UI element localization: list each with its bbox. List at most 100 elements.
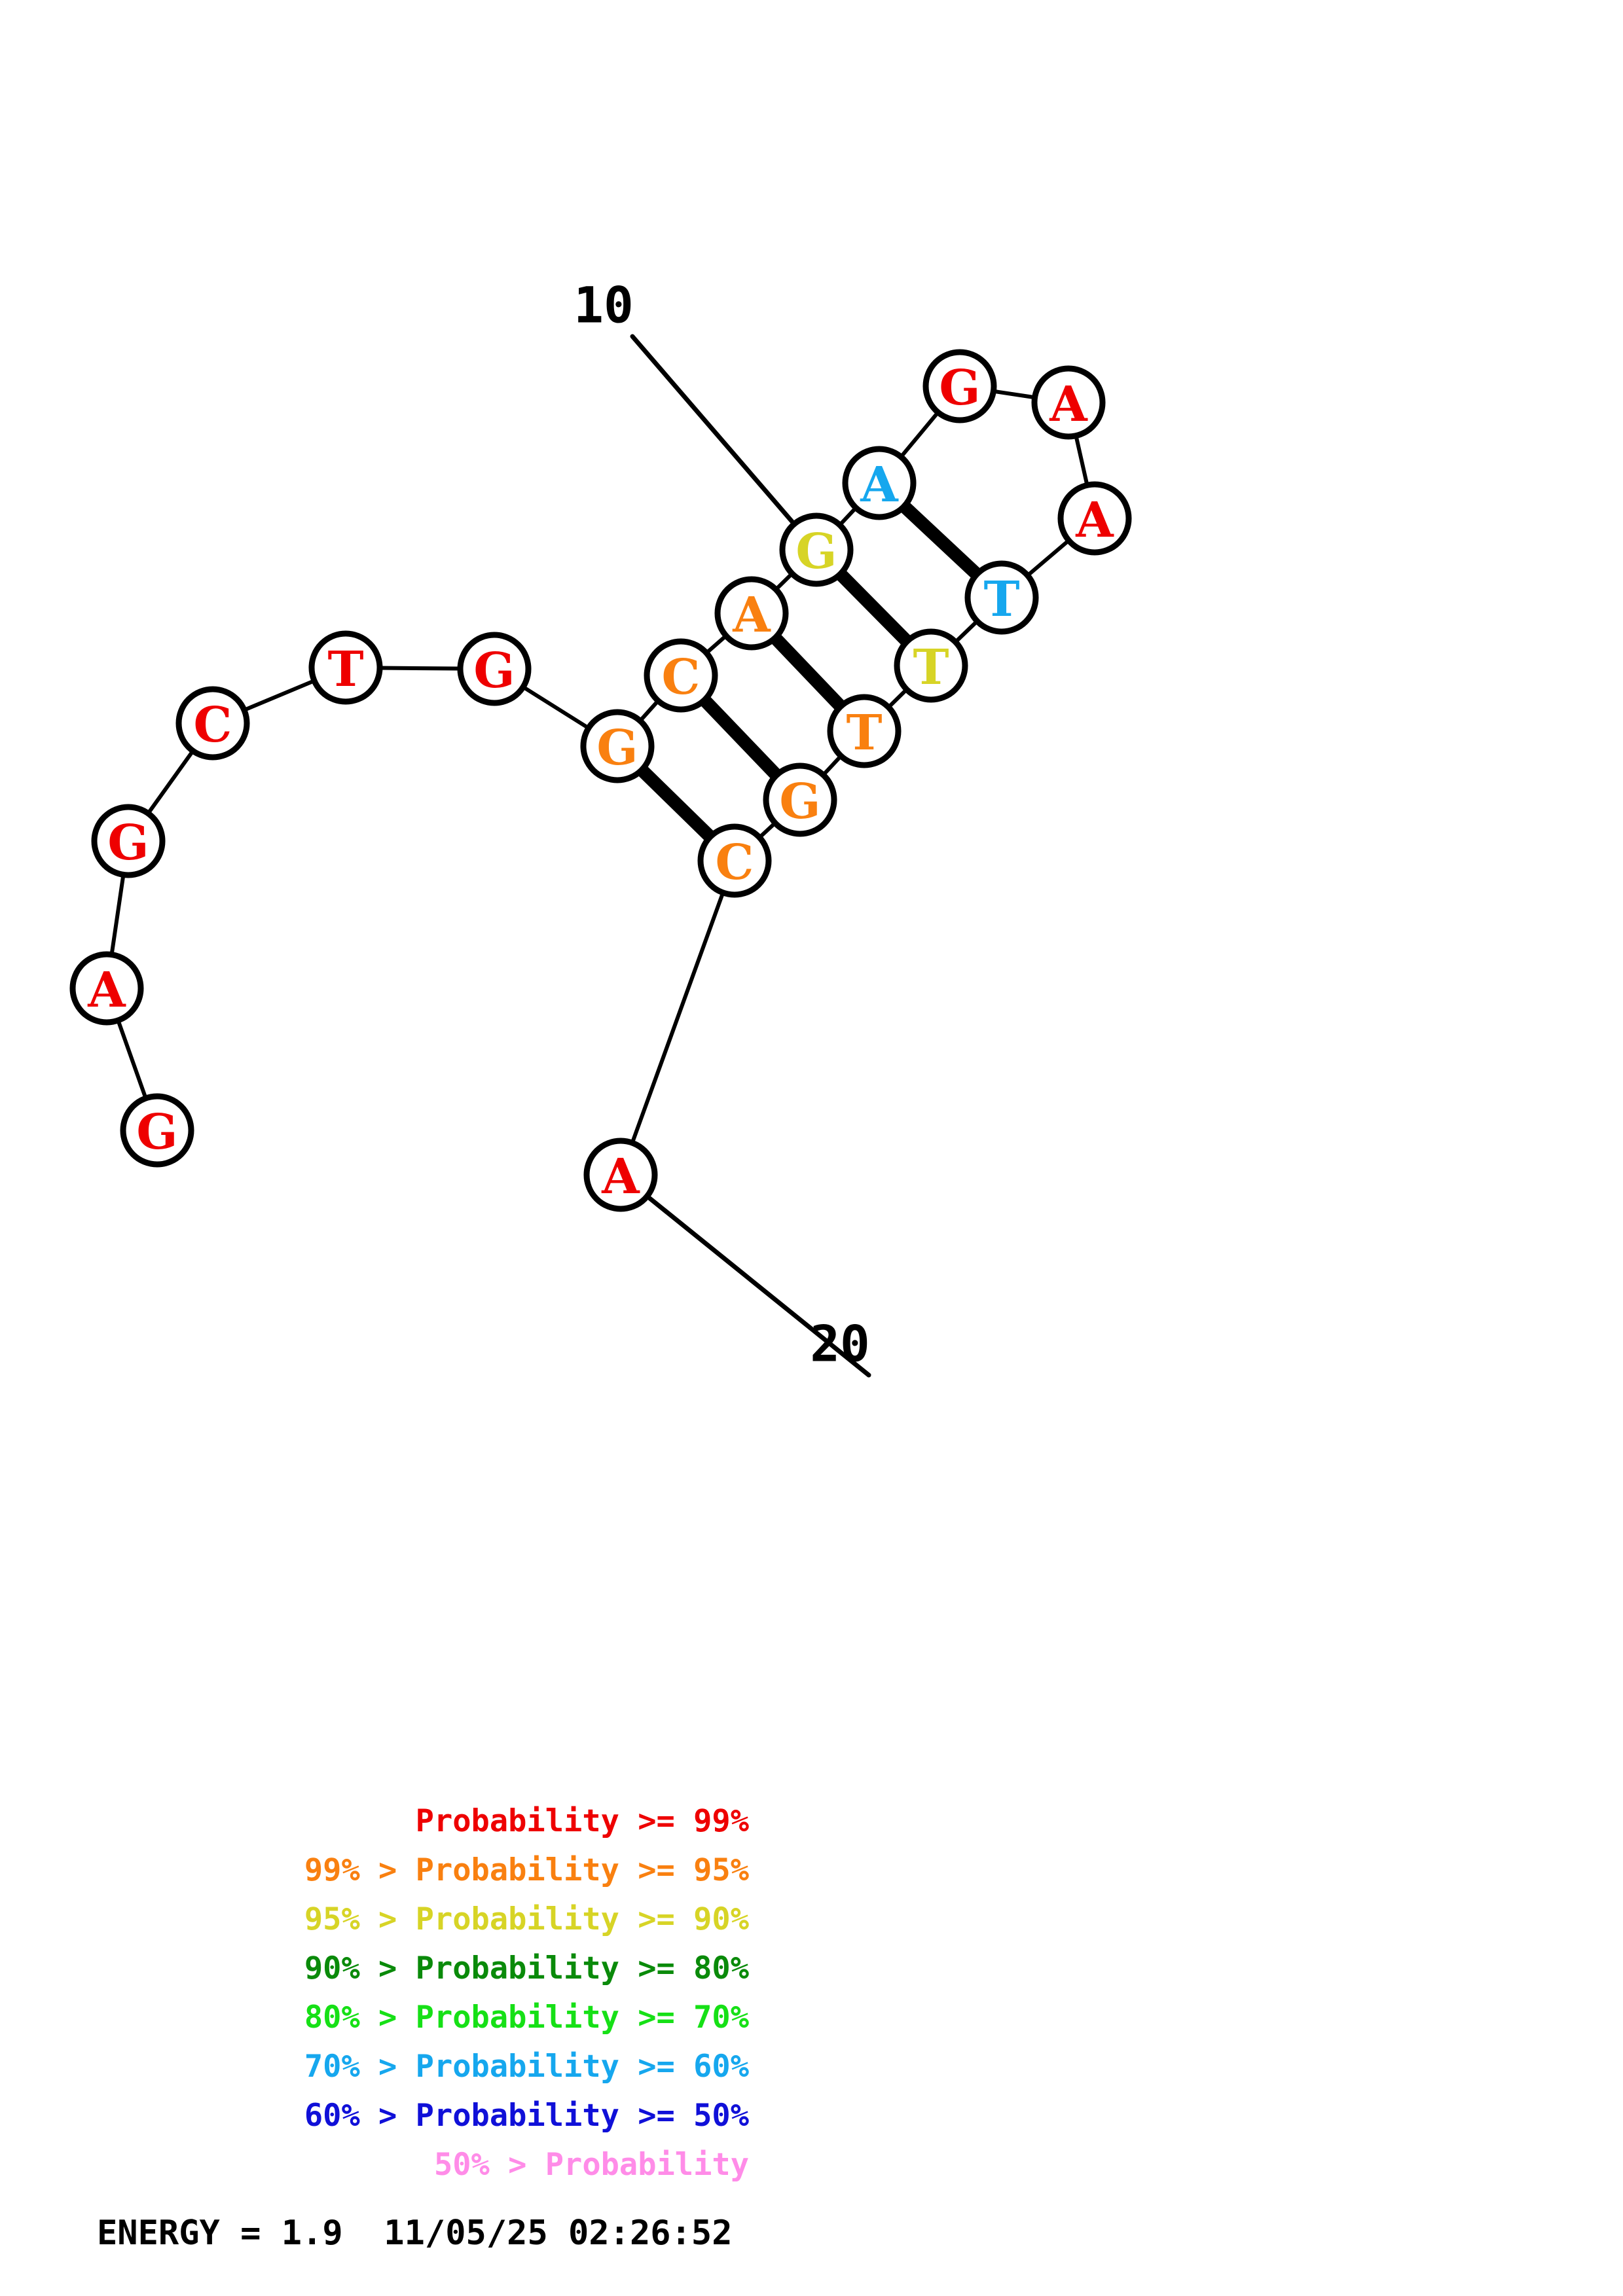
backbone-bond — [521, 685, 591, 730]
backbone-bond — [837, 505, 858, 528]
backbone-bond — [146, 749, 195, 816]
base-pair-bond — [769, 632, 847, 712]
backbone-bond — [704, 634, 728, 655]
legend-row-7: 60% > Probability >= 50% — [304, 2098, 749, 2134]
nucleotide-letter: G — [795, 524, 837, 580]
nucleotide-node[interactable]: G — [763, 762, 837, 837]
nucleotide-letter: A — [601, 1149, 640, 1205]
nucleotide-node[interactable]: T — [964, 560, 1039, 635]
nucleotide-node[interactable]: A — [583, 1138, 658, 1212]
nucleotide-node[interactable]: A — [714, 576, 789, 651]
backbone-bond — [638, 698, 661, 723]
nucleotide-node[interactable]: A — [1031, 365, 1106, 440]
nucleotide-letter: A — [732, 587, 771, 643]
nucleotide-letter: T — [913, 639, 949, 696]
nucleotide-circle — [644, 638, 718, 713]
nucleotide-circle — [580, 709, 655, 783]
nucleotide-node[interactable]: C — [644, 638, 718, 713]
position-label-10: 10 — [574, 276, 634, 334]
nucleotide-letter: T — [846, 705, 882, 761]
energy-footer: ENERGY = 1.9 11/05/25 02:26:52 — [97, 2214, 733, 2253]
nucleotide-letter: G — [473, 643, 515, 699]
nucleotide-circle — [457, 632, 532, 706]
base-pair-bond — [898, 500, 983, 581]
backbone-bond — [774, 571, 794, 592]
backbone-bond — [116, 1018, 148, 1100]
nucleotide-letter: G — [136, 1104, 177, 1160]
base-pair-bond — [835, 568, 913, 647]
nucleotide-circle — [894, 628, 968, 703]
nucleotide-node[interactable]: C — [697, 823, 772, 898]
backbone-bond — [757, 821, 777, 840]
nucleotide-circle — [1031, 365, 1106, 440]
nucleotide-circle — [91, 804, 166, 878]
nucleotide-circle — [308, 630, 383, 705]
nucleotide-circle — [964, 560, 1039, 635]
position-label-20: 20 — [810, 1315, 870, 1373]
nucleotide-node[interactable]: G — [457, 632, 532, 706]
nucleotide-letter: C — [194, 697, 232, 753]
nucleotide-node[interactable]: A — [842, 446, 917, 520]
nucleotide-node[interactable]: G — [922, 349, 997, 423]
legend-row-8: 50% > Probability — [433, 2147, 749, 2183]
nucleotide-node[interactable]: C — [175, 686, 250, 761]
backbone-bond — [242, 679, 317, 712]
legend-row-4: 90% > Probability >= 80% — [304, 1950, 749, 1986]
position-label-layer: 10 20 — [574, 276, 870, 1373]
position-leader-line-layer — [630, 334, 871, 1378]
nucleotide-letter: C — [716, 834, 754, 891]
nucleotide-node[interactable]: A — [1057, 481, 1132, 556]
nucleotide-letter: A — [1049, 376, 1088, 433]
nucleotide-circle — [763, 762, 837, 837]
nucleotide-circle — [120, 1093, 194, 1168]
nucleotide-letter: A — [860, 457, 899, 513]
nucleotide-circle — [827, 694, 902, 768]
nucleotide-node[interactable]: G — [580, 709, 655, 783]
nucleotide-node[interactable]: G — [779, 512, 854, 587]
nucleotide-circle — [922, 349, 997, 423]
nucleotide-node[interactable]: G — [91, 804, 166, 878]
nucleotide-letter: C — [662, 649, 701, 706]
backbone-bond — [899, 410, 940, 459]
nucleotide-circle — [779, 512, 854, 587]
nucleotide-circle — [583, 1138, 658, 1212]
nucleotide-letter: G — [107, 815, 149, 871]
nucleotide-node[interactable]: T — [894, 628, 968, 703]
nucleotide-circle — [1057, 481, 1132, 556]
nucleotide-letter: G — [939, 360, 980, 416]
nucleotide-circle — [697, 823, 772, 898]
nucleotide-letter: T — [327, 641, 363, 698]
nucleotide-node[interactable]: A — [69, 951, 144, 1026]
backbone-bond — [109, 872, 126, 957]
legend-row-2: 99% > Probability >= 95% — [304, 1852, 749, 1888]
backbone-bond — [991, 389, 1037, 400]
base-pair-bond-layer — [636, 500, 983, 843]
legend-row-1: Probability >= 99% — [415, 1803, 749, 1839]
position-leader-line — [630, 334, 797, 527]
probability-legend: Probability >= 99% 99% > Probability >= 9… — [0, 1797, 786, 2189]
nucleotide-circle — [175, 686, 250, 761]
nucleotide-node[interactable]: T — [827, 694, 902, 768]
backbone-bond-layer — [109, 389, 1089, 1145]
nucleotide-circle — [69, 951, 144, 1026]
backbone-bond — [1074, 433, 1089, 488]
nucleotide-circle — [714, 576, 789, 651]
backbone-bond — [821, 754, 843, 777]
nucleotide-node[interactable]: T — [308, 630, 383, 705]
backbone-bond — [630, 890, 725, 1145]
backbone-bond — [886, 687, 909, 709]
nucleotide-node[interactable]: G — [120, 1093, 194, 1168]
nucleotide-letter: G — [596, 720, 638, 776]
position-leader-line — [644, 1194, 871, 1378]
legend-row-6: 70% > Probability >= 60% — [304, 2049, 749, 2085]
backbone-bond — [953, 619, 979, 644]
nucleotide-letter: A — [1075, 492, 1114, 548]
base-pair-bond — [636, 764, 716, 843]
base-pair-bond — [699, 694, 782, 781]
legend-row-3: 95% > Probability >= 90% — [304, 1901, 749, 1937]
nucleotide-circle — [842, 446, 917, 520]
nucleotide-letter: G — [779, 774, 820, 830]
nucleotide-letter: T — [983, 571, 1019, 628]
